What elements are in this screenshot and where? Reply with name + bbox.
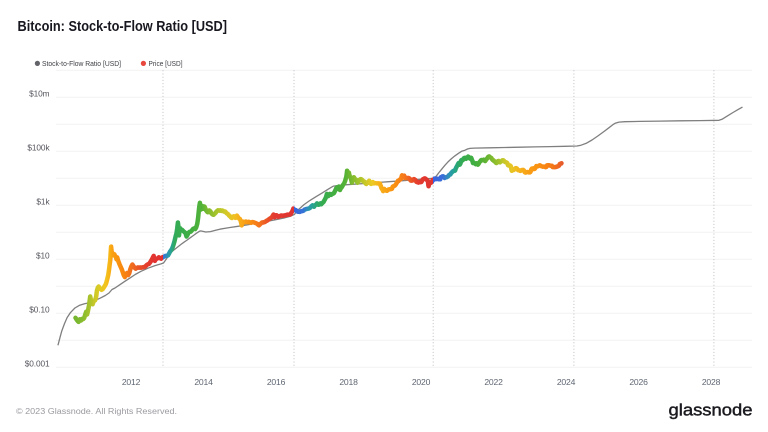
svg-text:$100k: $100k bbox=[27, 143, 50, 153]
svg-text:2028: 2028 bbox=[702, 377, 721, 387]
svg-text:2024: 2024 bbox=[557, 377, 576, 387]
svg-text:2020: 2020 bbox=[412, 377, 431, 387]
svg-text:Stock-to-Flow Ratio [USD]: Stock-to-Flow Ratio [USD] bbox=[42, 59, 121, 68]
svg-text:2022: 2022 bbox=[484, 377, 503, 387]
svg-text:$0.001: $0.001 bbox=[25, 359, 50, 369]
svg-text:Bitcoin: Stock-to-Flow Ratio [: Bitcoin: Stock-to-Flow Ratio [USD] bbox=[18, 19, 228, 35]
svg-text:glassnode: glassnode bbox=[669, 402, 753, 420]
svg-text:$0.10: $0.10 bbox=[29, 305, 50, 315]
svg-text:2016: 2016 bbox=[267, 377, 286, 387]
svg-text:2018: 2018 bbox=[339, 377, 358, 387]
svg-text:2012: 2012 bbox=[122, 377, 141, 387]
svg-text:2026: 2026 bbox=[629, 377, 648, 387]
svg-text:© 2023 Glassnode. All Rights R: © 2023 Glassnode. All Rights Reserved. bbox=[16, 407, 177, 416]
svg-text:Price [USD]: Price [USD] bbox=[149, 59, 183, 68]
svg-text:$1k: $1k bbox=[36, 197, 50, 207]
svg-text:2014: 2014 bbox=[194, 377, 213, 387]
svg-text:$10m: $10m bbox=[29, 89, 50, 99]
svg-text:$10: $10 bbox=[36, 251, 50, 261]
